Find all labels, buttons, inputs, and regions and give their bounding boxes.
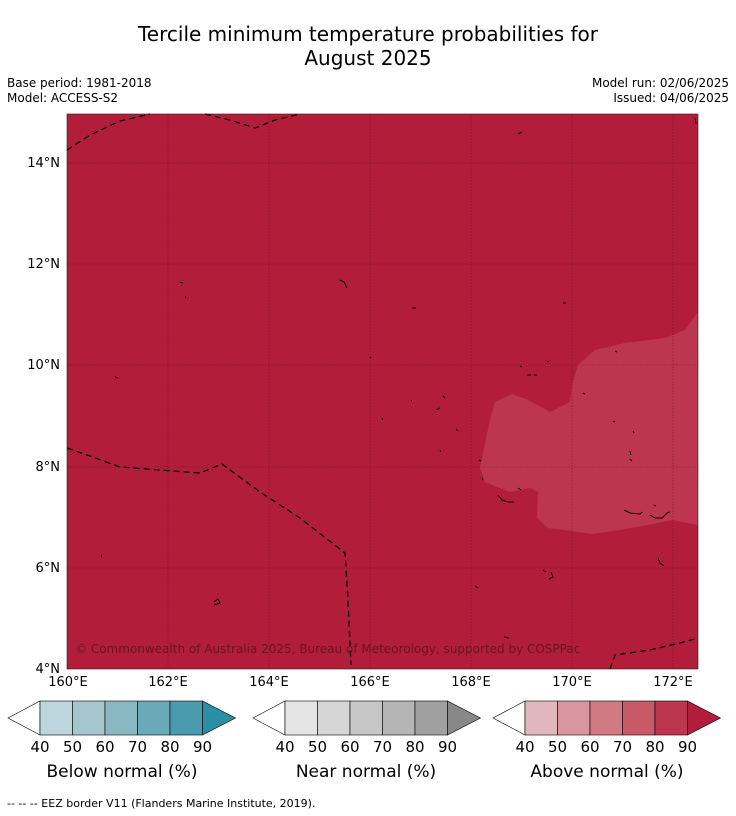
below-bin-3 bbox=[104, 700, 138, 736]
issued-date: Issued: 04/06/2025 bbox=[613, 91, 729, 105]
below-extend-high bbox=[202, 700, 237, 736]
below-bin-4 bbox=[137, 700, 171, 736]
lat-label-12n: 12°N bbox=[27, 257, 60, 272]
above-tick-label: 50 bbox=[547, 738, 568, 756]
lat-label-4n: 4°N bbox=[35, 662, 61, 677]
above-tick-label: 90 bbox=[677, 738, 698, 756]
above-bin-5 bbox=[654, 700, 688, 736]
above-bin-4 bbox=[622, 700, 656, 736]
near-bin-1 bbox=[284, 700, 318, 736]
map-credit: © Commonwealth of Australia 2025, Bureau… bbox=[75, 642, 581, 656]
graticule bbox=[67, 114, 698, 669]
above-tick-label: 80 bbox=[645, 738, 665, 756]
below-tick-label: 80 bbox=[160, 738, 180, 756]
below-bin-1 bbox=[39, 700, 73, 736]
lon-label-172e: 172°E bbox=[653, 675, 693, 690]
model-name: Model: ACCESS-S2 bbox=[7, 91, 119, 105]
base-period: Base period: 1981-2018 bbox=[7, 76, 152, 90]
lat-label-10n: 10°N bbox=[27, 358, 60, 373]
above-extend-high bbox=[687, 700, 722, 736]
lon-label-160e: 160°E bbox=[48, 675, 88, 690]
above-bin-2 bbox=[557, 700, 591, 736]
lon-label-164e: 164°E bbox=[249, 675, 289, 690]
near-normal-title: Near normal (%) bbox=[295, 762, 437, 782]
below-bin-5 bbox=[169, 700, 203, 736]
above-70-80-patch bbox=[480, 312, 698, 534]
near-tick-label: 60 bbox=[340, 738, 360, 756]
near-tick-label: 80 bbox=[405, 738, 425, 756]
eez-footnote: -- -- -- EEZ border V11 (Flanders Marine… bbox=[7, 797, 316, 810]
below-tick-label: 90 bbox=[192, 738, 213, 756]
above-normal-colorbar bbox=[492, 700, 722, 736]
near-bin-3 bbox=[349, 700, 383, 736]
above-bin-1 bbox=[524, 700, 558, 736]
meta-left: Base period: 1981-2018 Model: ACCESS-S2 bbox=[7, 76, 152, 106]
near-normal-colorbar bbox=[252, 700, 482, 736]
lat-label-8n: 8°N bbox=[35, 460, 61, 475]
lat-label-14n: 14°N bbox=[27, 156, 60, 171]
probability-map bbox=[66, 113, 699, 670]
above-tick-label: 40 bbox=[515, 738, 535, 756]
below-tick-label: 70 bbox=[127, 738, 148, 756]
title-line-1: Tercile minimum temperature probabilitie… bbox=[137, 22, 599, 46]
near-bin-4 bbox=[382, 700, 416, 736]
near-tick-label: 70 bbox=[372, 738, 393, 756]
near-tick-label: 40 bbox=[275, 738, 295, 756]
eez-borders bbox=[66, 113, 699, 670]
below-tick-label: 50 bbox=[62, 738, 83, 756]
map-title: Tercile minimum temperature probabilitie… bbox=[0, 22, 736, 70]
below-normal-colorbar bbox=[7, 700, 237, 736]
meta-right: Model run: 02/06/2025 Issued: 04/06/2025 bbox=[592, 76, 729, 106]
below-tick-label: 40 bbox=[30, 738, 50, 756]
model-run: Model run: 02/06/2025 bbox=[591, 76, 729, 90]
map-frame bbox=[66, 113, 699, 670]
lon-label-162e: 162°E bbox=[148, 675, 188, 690]
near-tick-label: 50 bbox=[307, 738, 328, 756]
above-bin-3 bbox=[589, 700, 623, 736]
lon-label-166e: 166°E bbox=[350, 675, 390, 690]
below-extend-low bbox=[7, 700, 41, 736]
below-tick-label: 60 bbox=[95, 738, 115, 756]
below-bin-2 bbox=[72, 700, 106, 736]
above-normal-title: Above normal (%) bbox=[530, 762, 684, 782]
near-bin-2 bbox=[317, 700, 351, 736]
near-extend-low bbox=[252, 700, 286, 736]
above-tick-label: 60 bbox=[580, 738, 600, 756]
above-extend-low bbox=[492, 700, 526, 736]
near-extend-high bbox=[447, 700, 482, 736]
above-tick-label: 70 bbox=[612, 738, 633, 756]
near-bin-5 bbox=[414, 700, 448, 736]
islands bbox=[100, 117, 697, 639]
lat-label-6n: 6°N bbox=[35, 561, 61, 576]
lon-label-168e: 168°E bbox=[451, 675, 491, 690]
below-normal-title: Below normal (%) bbox=[46, 762, 198, 782]
title-line-2: August 2025 bbox=[304, 46, 432, 70]
near-tick-label: 90 bbox=[437, 738, 458, 756]
lon-label-170e: 170°E bbox=[552, 675, 592, 690]
